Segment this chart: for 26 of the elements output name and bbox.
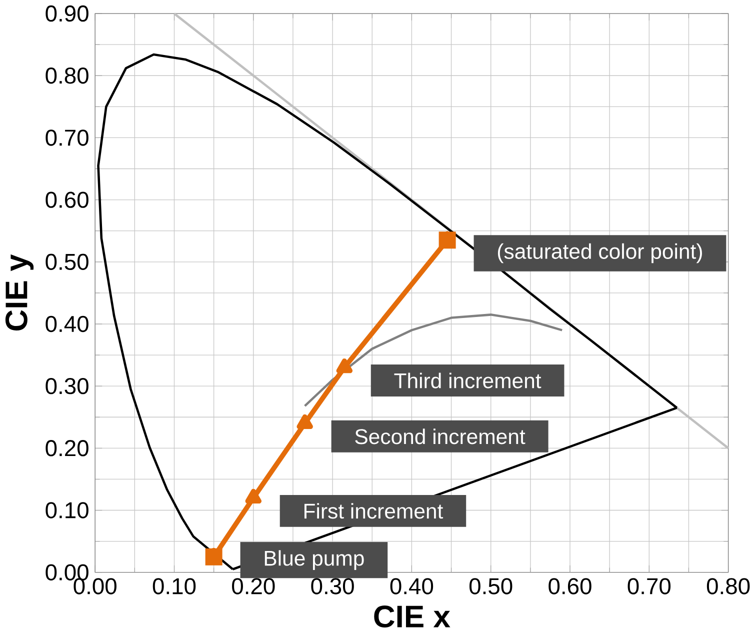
x-tick-label: 0.40	[390, 578, 434, 594]
x-tick-label: 0.80	[706, 578, 750, 594]
x-tick-label: 0.30	[311, 578, 354, 594]
x-tick-label: 0.70	[628, 578, 671, 594]
annotation: Third increment	[394, 372, 542, 388]
y-tick-label: 0.70	[46, 130, 88, 146]
annotation: Blue pump	[264, 550, 364, 570]
y-tick-label: 0.80	[46, 68, 88, 84]
annotation: Second increment	[355, 428, 526, 444]
y-tick-label: 0.90	[46, 5, 88, 22]
y-tick-label: 0.60	[46, 192, 88, 208]
x-tick-label: 0.50	[469, 578, 512, 594]
x-tick-label: 0.60	[548, 578, 592, 594]
x-tick-label: 0.00	[74, 578, 116, 594]
annotation: First increment	[304, 503, 444, 519]
y-tick-label: 0.50	[46, 254, 88, 270]
y-tick-label: 0.30	[46, 378, 88, 394]
y-axis-title: CIE y	[5, 254, 34, 331]
x-tick-label: 0.10	[152, 578, 196, 594]
y-tick-label: 0.40	[46, 316, 88, 332]
annotation: (saturated color point)	[498, 243, 702, 264]
x-tick-label: 0.20	[232, 578, 275, 594]
y-tick-label: 0.00	[46, 564, 88, 580]
x-axis-title: CIE x	[374, 606, 450, 628]
y-tick-label: 0.20	[46, 440, 88, 456]
y-tick-label: 0.10	[46, 502, 88, 518]
